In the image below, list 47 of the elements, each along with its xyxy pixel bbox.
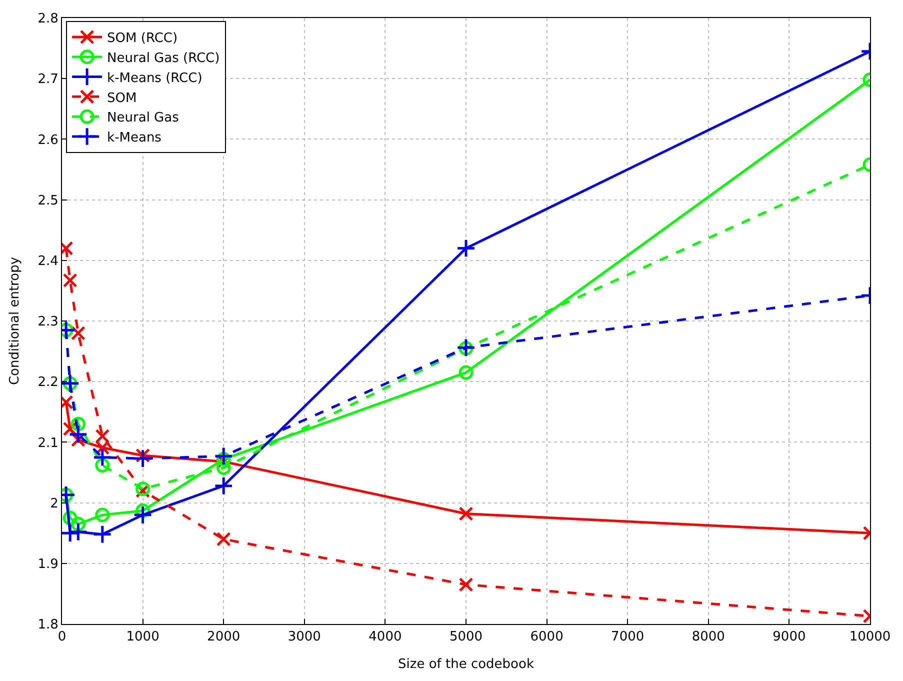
y-tick-label: 2.5 <box>38 193 58 208</box>
point <box>216 460 231 475</box>
point <box>133 448 152 468</box>
point <box>95 508 110 522</box>
x-tick-label: 8000 <box>692 630 725 645</box>
y-axis-title: Conditional entropy <box>8 256 23 386</box>
point <box>68 424 88 444</box>
x-tick-label: 2000 <box>207 630 240 645</box>
y-tick-label: 2.3 <box>38 314 58 330</box>
y-tick-label: 2.8 <box>38 12 58 27</box>
point <box>92 524 112 544</box>
x-tick-label: 4000 <box>368 630 402 645</box>
y-tick-label: 2.6 <box>38 132 58 148</box>
x-tick-label: 1000 <box>126 630 160 645</box>
y-tick-label: 2.2 <box>38 375 58 390</box>
point <box>92 448 112 467</box>
point <box>95 428 110 444</box>
y-tick-label: 2.7 <box>38 72 58 88</box>
point <box>95 458 110 472</box>
x-tick-label: 5000 <box>449 630 483 645</box>
point <box>95 440 110 455</box>
legend-label: SOM <box>107 90 137 106</box>
point <box>214 476 234 496</box>
point <box>133 505 152 525</box>
point <box>70 326 86 340</box>
y-tick-label: 1.8 <box>38 618 58 633</box>
x-tick-label: 0 <box>58 630 66 645</box>
y-tick-label: 2.1 <box>38 436 58 451</box>
point <box>62 273 78 288</box>
legend-label: k-Means (RCC) <box>107 70 202 86</box>
legend-label: Neural Gas (RCC) <box>107 50 220 66</box>
x-tick-label: 10000 <box>849 630 891 645</box>
legend-label: SOM (RCC) <box>107 31 178 46</box>
y-tick-label: 2 <box>50 496 58 512</box>
x-tick-label: 7000 <box>611 630 644 645</box>
point <box>70 516 86 532</box>
y-tick-label: 1.9 <box>38 556 58 572</box>
legend-label: k-Means <box>107 130 162 146</box>
y-tick-label: 2.4 <box>38 254 58 269</box>
x-tick-label: 9000 <box>772 630 806 645</box>
x-tick-label: 3000 <box>288 630 321 645</box>
x-tick-label: 6000 <box>530 630 564 645</box>
x-axis-title: Size of the codebook <box>398 657 534 672</box>
point <box>214 446 234 466</box>
point <box>216 532 231 546</box>
point <box>70 416 86 432</box>
legend-label: Neural Gas <box>107 110 180 126</box>
